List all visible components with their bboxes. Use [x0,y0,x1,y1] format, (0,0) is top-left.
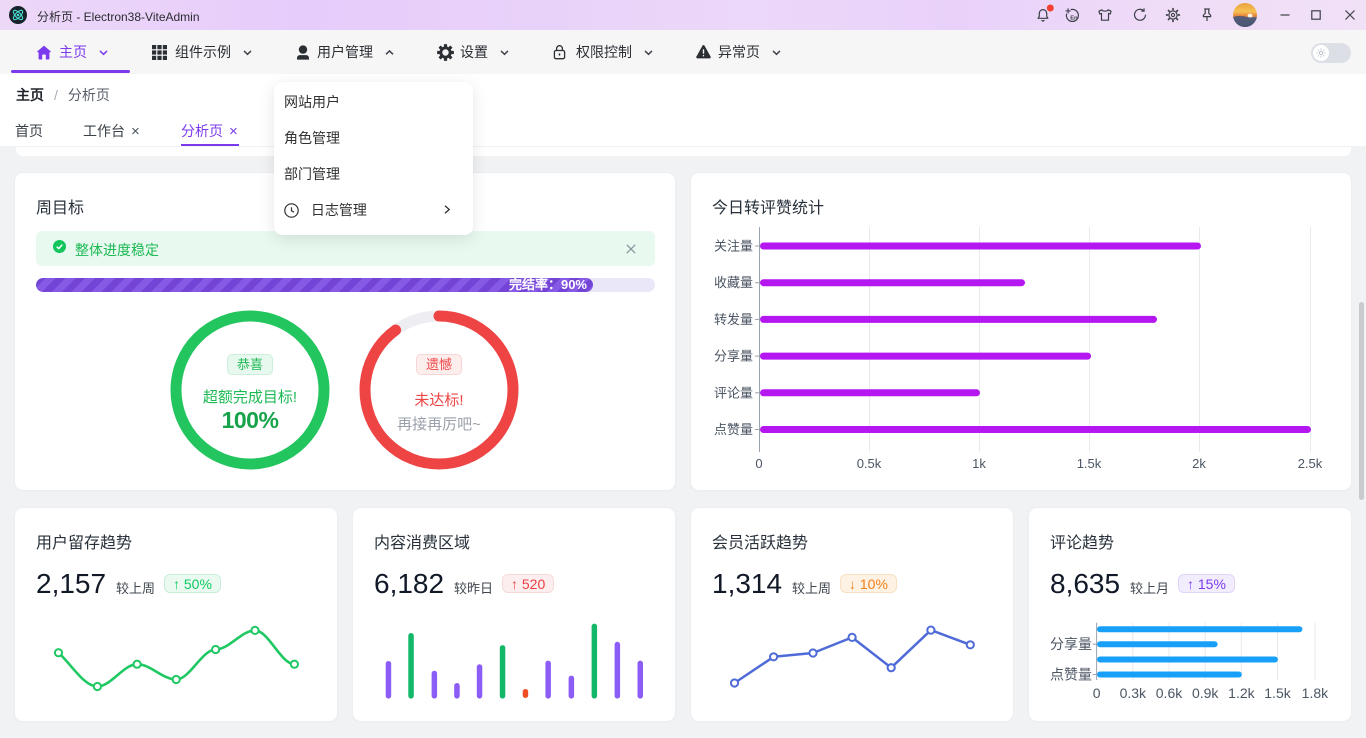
svg-text:评论量: 评论量 [714,385,753,400]
svg-text:En: En [1070,16,1078,22]
svg-text:0: 0 [1093,685,1101,701]
svg-text:0: 0 [755,456,762,471]
svg-text:0.5k: 0.5k [857,456,882,471]
svg-text:分享量: 分享量 [1050,636,1092,652]
svg-text:点赞量: 点赞量 [1050,666,1092,682]
svg-text:转发量: 转发量 [714,312,753,327]
svg-text:关注量: 关注量 [714,239,753,254]
svg-text:1.8k: 1.8k [1302,685,1329,701]
svg-text:1.5k: 1.5k [1264,685,1291,701]
svg-text:收藏量: 收藏量 [714,275,753,290]
svg-text:1.5k: 1.5k [1077,456,1102,471]
svg-text:0.6k: 0.6k [1156,685,1183,701]
svg-text:0.9k: 0.9k [1192,685,1219,701]
svg-text:1k: 1k [972,456,986,471]
svg-text:2.5k: 2.5k [1298,456,1323,471]
svg-text:0.3k: 0.3k [1120,685,1147,701]
svg-text:1.2k: 1.2k [1228,685,1255,701]
svg-text:点赞量: 点赞量 [714,422,753,437]
svg-text:2k: 2k [1192,456,1206,471]
svg-text:分享量: 分享量 [714,349,753,364]
